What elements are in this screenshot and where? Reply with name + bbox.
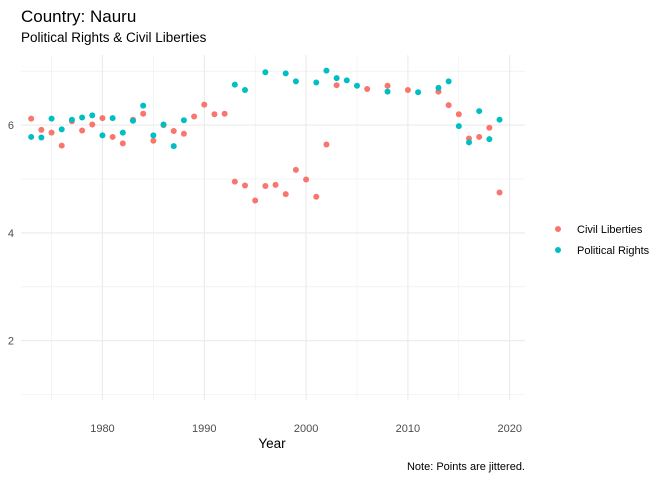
- point-civil-liberties: [79, 127, 86, 134]
- point-political-rights: [354, 82, 360, 89]
- point-political-rights: [99, 132, 106, 139]
- y-tick-label: 2: [8, 336, 14, 348]
- point-political-rights: [486, 136, 493, 143]
- point-political-rights: [262, 69, 269, 76]
- y-tick-labels: 2 4 6: [8, 120, 14, 348]
- point-political-rights: [160, 121, 167, 128]
- point-civil-liberties: [404, 87, 411, 94]
- y-tick-label: 4: [8, 228, 14, 240]
- grid-major: [21, 55, 525, 400]
- point-civil-liberties: [384, 82, 391, 89]
- point-political-rights: [445, 78, 452, 85]
- point-political-rights: [292, 78, 299, 85]
- legend: Civil Liberties Political Rights: [555, 224, 650, 257]
- point-civil-liberties: [99, 115, 106, 122]
- legend-key-political-rights: [555, 247, 561, 253]
- point-civil-liberties: [221, 110, 228, 117]
- point-civil-liberties: [445, 102, 452, 109]
- x-tick-label: 2010: [396, 423, 420, 435]
- point-civil-liberties: [109, 133, 116, 140]
- point-political-rights: [150, 132, 157, 139]
- point-civil-liberties: [201, 101, 208, 108]
- point-political-rights: [242, 87, 248, 94]
- point-civil-liberties: [170, 128, 177, 135]
- point-civil-liberties: [486, 124, 493, 131]
- point-political-rights: [476, 108, 483, 115]
- point-political-rights: [343, 77, 350, 84]
- point-political-rights: [58, 126, 65, 133]
- point-civil-liberties: [242, 182, 248, 189]
- point-civil-liberties: [262, 182, 269, 189]
- point-civil-liberties: [496, 189, 503, 196]
- point-political-rights: [435, 84, 442, 91]
- chart-subtitle: Political Rights & Civil Liberties: [21, 30, 207, 45]
- point-civil-liberties: [140, 110, 147, 117]
- legend-key-civil-liberties: [555, 226, 561, 232]
- point-civil-liberties: [48, 129, 55, 136]
- point-political-rights: [415, 89, 422, 96]
- point-civil-liberties: [272, 181, 279, 188]
- point-civil-liberties: [150, 137, 157, 144]
- point-political-rights: [231, 81, 238, 88]
- point-civil-liberties: [455, 111, 462, 118]
- point-civil-liberties: [180, 130, 187, 137]
- point-civil-liberties: [282, 191, 289, 198]
- point-political-rights: [466, 139, 472, 146]
- point-political-rights: [89, 112, 96, 119]
- data-points: [28, 67, 503, 204]
- point-political-rights: [282, 70, 289, 77]
- point-political-rights: [28, 133, 35, 140]
- point-political-rights: [109, 115, 116, 122]
- x-tick-label: 2020: [497, 423, 521, 435]
- point-political-rights: [180, 117, 187, 124]
- point-civil-liberties: [211, 111, 218, 118]
- point-political-rights: [313, 79, 320, 86]
- point-civil-liberties: [119, 140, 126, 147]
- point-political-rights: [455, 123, 462, 130]
- point-political-rights: [384, 88, 391, 95]
- legend-label-political-rights: Political Rights: [577, 245, 650, 257]
- point-civil-liberties: [58, 142, 65, 149]
- point-civil-liberties: [292, 166, 299, 173]
- point-civil-liberties: [89, 121, 96, 128]
- point-political-rights: [68, 116, 75, 123]
- caption: Note: Points are jittered.: [407, 461, 525, 473]
- point-civil-liberties: [364, 85, 371, 92]
- chart-title: Country: Nauru: [21, 7, 136, 26]
- point-political-rights: [38, 134, 45, 141]
- x-tick-label: 1980: [90, 423, 114, 435]
- point-political-rights: [130, 117, 136, 124]
- point-civil-liberties: [231, 178, 238, 185]
- point-political-rights: [333, 75, 340, 82]
- grid-minor: [21, 55, 525, 400]
- point-civil-liberties: [38, 126, 45, 133]
- x-tick-label: 2000: [294, 423, 318, 435]
- y-tick-label: 6: [8, 120, 14, 132]
- point-political-rights: [79, 114, 86, 121]
- point-political-rights: [170, 143, 177, 150]
- x-tick-label: 1990: [192, 423, 216, 435]
- point-civil-liberties: [333, 82, 340, 89]
- x-tick-labels: 1980 1990 2000 2010 2020: [90, 423, 522, 435]
- point-civil-liberties: [28, 115, 35, 122]
- point-civil-liberties: [252, 197, 259, 204]
- point-civil-liberties: [476, 133, 483, 140]
- point-political-rights: [140, 102, 147, 109]
- point-political-rights: [496, 116, 503, 123]
- point-civil-liberties: [303, 176, 310, 183]
- point-civil-liberties: [323, 141, 330, 148]
- point-political-rights: [119, 129, 126, 136]
- point-civil-liberties: [191, 113, 198, 120]
- x-axis-title: Year: [258, 436, 286, 451]
- point-political-rights: [48, 115, 55, 122]
- point-civil-liberties: [313, 193, 320, 200]
- legend-label-civil-liberties: Civil Liberties: [577, 224, 643, 236]
- point-political-rights: [323, 67, 330, 74]
